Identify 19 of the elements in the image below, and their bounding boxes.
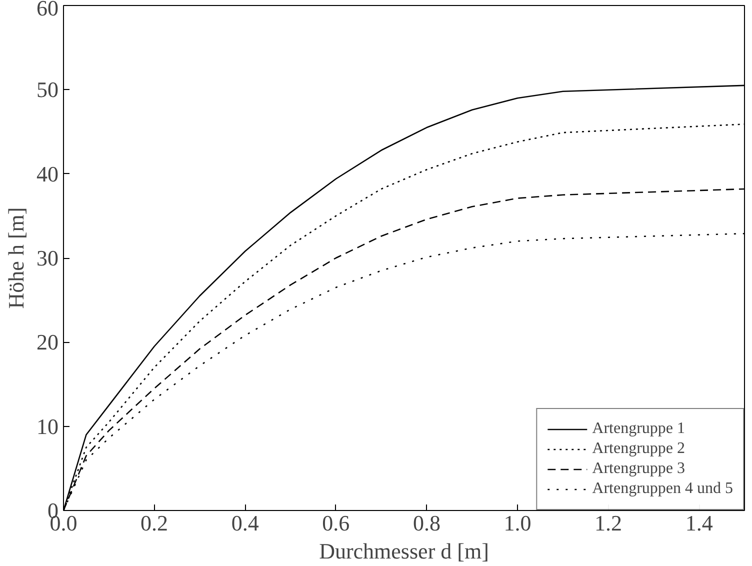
legend-label: Artengruppe 1 <box>592 420 685 438</box>
x-tick-label: 0.2 <box>140 510 168 536</box>
x-tick-label: 0.8 <box>412 510 440 536</box>
y-tick-label: 20 <box>36 330 58 355</box>
x-axis-title: Durchmesser d [m] <box>319 538 489 564</box>
legend-label: Artengruppe 2 <box>592 440 685 458</box>
y-tick-label: 10 <box>36 414 58 439</box>
x-tick-label: 1.2 <box>594 510 622 536</box>
x-tick-label: 1.0 <box>504 510 532 536</box>
x-tick-label: 1.4 <box>685 510 713 536</box>
y-tick-label: 30 <box>36 246 58 270</box>
x-tick-label: 0.6 <box>322 510 350 536</box>
x-tick-label: 0.4 <box>231 510 259 536</box>
y-tick-label: 40 <box>36 161 58 186</box>
legend-label: Artengruppen 4 und 5 <box>592 480 733 498</box>
y-axis-title: Höhe h [m] <box>4 207 28 309</box>
y-tick-label: 60 <box>36 0 58 20</box>
y-tick-label: 50 <box>36 77 58 102</box>
legend-label: Artengruppe 3 <box>592 460 685 478</box>
